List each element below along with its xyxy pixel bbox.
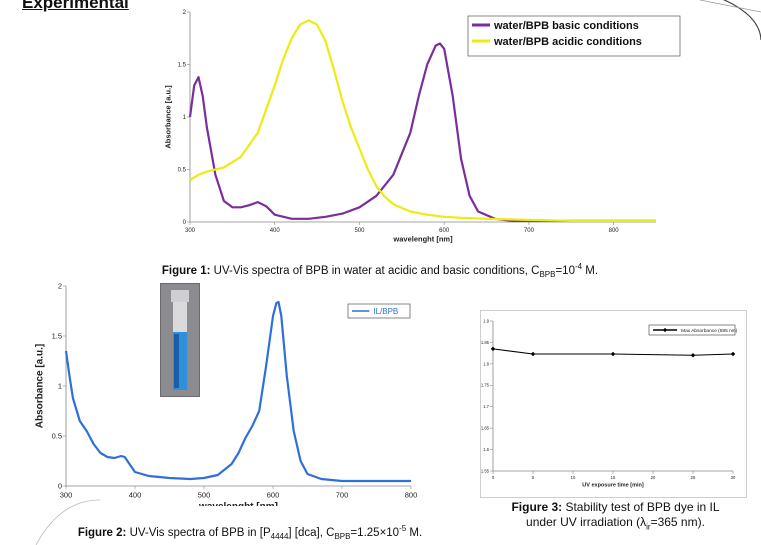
cuvette-cap: [171, 290, 189, 302]
fig2-x-tick-label: 800: [405, 491, 418, 500]
fig3-y-tick-label: 1.8: [483, 361, 489, 366]
fig2-legend-label-0: IL/BPB: [373, 307, 398, 316]
figure-1-caption-text: UV-Vis spectra of BPB in water at acidic…: [213, 264, 540, 277]
fig3-y-tick-label: 1.9: [483, 318, 489, 323]
fig3-y-tick-label: 1.6: [483, 447, 489, 452]
fig3-data-point: [690, 353, 696, 358]
figure-2-caption-text2: ] [dca], C: [288, 526, 335, 539]
fig3-x-axis-label: UV exposure time [min]: [582, 483, 644, 489]
fig2-y-tick-label: 1.5: [52, 332, 62, 341]
fig3-x-tick-label: 0: [492, 475, 495, 480]
cuvette-glass: [173, 302, 187, 332]
fig2-y-tick-label: 1: [58, 382, 62, 391]
section-heading: Experimental: [22, 0, 129, 12]
figure-3-caption-sub: ir: [646, 522, 651, 532]
figure-2: 300 400 500 600 700 800 0 0.5 1 1.5 2 wavelenght [n…: [28, 276, 428, 513]
figure-3-caption-text: Stability test of BPB dye in IL: [565, 500, 720, 514]
fig1-y-tick-label: 0.5: [178, 168, 187, 174]
fig2-x-tick-label: 700: [336, 491, 349, 500]
fig1-x-tick-label: 400: [270, 228, 281, 234]
fig3-y-tick-label: 1.85: [481, 340, 490, 345]
bottom-curve: [35, 499, 101, 545]
figure-3: 0 5 10 15 20 25 30 1.55 1.6 1.65 1.7 1.75 1.8 1.85 1.9…: [474, 310, 747, 498]
fig2-x-tick-label: 600: [267, 491, 280, 500]
figure-1: 300 400 500 600 700 800 0 0.5 1 1.5 2 wavelenght [n…: [150, 0, 690, 250]
fig3-x-tick-label: 15: [611, 475, 616, 480]
fig3-y-tick-label: 1.65: [481, 426, 490, 431]
corner-curve: [722, 0, 761, 41]
fig3-x-tick-label: 25: [691, 475, 696, 480]
figure-3-caption-label: Figure 3:: [511, 500, 563, 514]
figure-2-chart: 300 400 500 600 700 800 0 0.5 1 1.5 2 wavelenght [n…: [35, 282, 418, 513]
figure-1-caption-text2: =10: [555, 264, 575, 277]
fig1-y-tick-label: 1: [183, 115, 187, 121]
figure-2-caption-text4: M.: [406, 526, 423, 539]
figure-2-caption-label: Figure 2:: [77, 526, 127, 539]
fig3-plot-group: 0 5 10 15 20 25 30 1.55 1.6 1.65 1.7 1.75 1.8 1.85 1.9…: [474, 318, 738, 489]
fig3-x-tick-label: 5: [532, 475, 535, 480]
figure-3-chart: 0 5 10 15 20 25 30 1.55 1.6 1.65 1.7 1.75 1.8 1.85 1.9…: [474, 318, 738, 489]
fig3-y-tick-label: 1.75: [481, 383, 490, 388]
figure-1-caption-label: Figure 1:: [161, 264, 211, 277]
fig1-x-tick-label: 500: [354, 228, 365, 234]
figure-1-caption-sup: -4: [574, 262, 583, 271]
cuvette-photo: [160, 283, 200, 397]
fig3-data-point: [530, 351, 536, 357]
fig1-plot-group: 300 400 500 600 700 800 0 0.5 1 1.5 2 wavelenght [n…: [163, 10, 681, 244]
fig1-legend-box: [467, 15, 681, 57]
figure-2-caption-text: UV-Vis spectra of BPB in [P: [129, 526, 271, 539]
fig3-x-tick-label: 10: [571, 475, 576, 480]
corner-curve-inner: [699, 0, 761, 13]
fig1-y-tick-label: 2: [183, 10, 187, 16]
fig2-series-line-0: [64, 300, 411, 483]
figure-2-caption-sup: -5: [399, 524, 407, 533]
fig1-x-tick-label: 700: [524, 228, 535, 234]
fig2-y-axis-label: Absorbance [a.u.]: [35, 344, 46, 428]
fig3-legend-label-0: Max Absorbance (595 nm): [681, 328, 738, 334]
fig3-y-tick-label: 1.55: [481, 468, 490, 473]
cuvette-shade: [174, 334, 179, 388]
fig3-x-tick-label: 20: [651, 475, 656, 480]
fig1-series-line-0: [188, 42, 656, 222]
fig1-legend-label-0: water/BPB basic conditions: [493, 20, 639, 32]
fig3-legend-box: [648, 324, 736, 336]
fig2-plot-group: 300 400 500 600 700 800 0 0.5 1 1.5 2 wavelenght [n…: [35, 282, 418, 513]
fig1-series-line-1: [189, 19, 656, 222]
fig2-x-tick-label: 300: [60, 491, 73, 500]
fig2-x-tick-label: 400: [129, 491, 142, 500]
fig2-x-tick-label: 500: [198, 491, 211, 500]
fig3-data-point: [610, 351, 616, 357]
figure-2-caption-sub1: 4444: [270, 532, 289, 542]
figure-3-caption: Figure 3: Stability test of BPB dye in I…: [478, 500, 753, 534]
fig2-legend-box: [347, 303, 411, 319]
figure-1-caption-text3: M.: [582, 264, 599, 277]
figure-1-caption: Figure 1: UV-Vis spectra of BPB in water…: [70, 260, 690, 282]
fig2-y-tick-label: 0.5: [52, 432, 62, 441]
figure-1-caption-sub: BPB: [539, 270, 556, 280]
fig1-x-axis-label: wavelenght [nm]: [392, 235, 453, 244]
fig2-y-tick-label: 2: [58, 282, 62, 291]
fig1-x-tick-label: 600: [439, 228, 450, 234]
figure-3-caption-line2b: =365 nm).: [650, 515, 705, 529]
fig1-y-axis-label: Absorbance [a.u.]: [163, 85, 172, 149]
fig1-y-tick-label: 1.5: [178, 63, 187, 69]
fig1-x-tick-label: 300: [185, 228, 196, 234]
fig3-y-tick-label: 1.7: [483, 404, 489, 409]
figure-2-caption-text3: =1.25×10: [350, 526, 400, 539]
figure-1-chart: 300 400 500 600 700 800 0 0.5 1 1.5 2 wavelenght [n…: [163, 10, 681, 244]
fig1-x-tick-label: 800: [609, 228, 620, 234]
fig1-legend-label-1: water/BPB acidic conditions: [493, 36, 642, 48]
fig2-x-axis-label: wavelenght [nm]: [198, 502, 278, 507]
fig2-y-tick-label: 0: [58, 482, 62, 491]
fig3-data-point: [490, 346, 496, 352]
figure-3-caption-line2a: under UV irradiation (λ: [526, 515, 647, 529]
fig1-y-tick-label: 0: [183, 220, 187, 226]
figure-2-caption-sub2: BPB: [334, 532, 351, 542]
fig3-x-tick-label: 30: [731, 475, 736, 480]
figure-2-caption: Figure 2: UV-Vis spectra of BPB in [P444…: [30, 522, 470, 544]
fig3-data-point: [730, 351, 736, 357]
